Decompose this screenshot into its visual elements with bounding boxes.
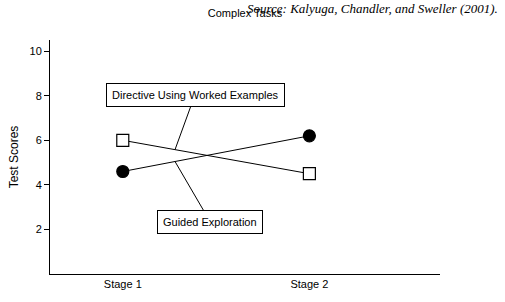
svg-text:Stage 1: Stage 1	[104, 278, 142, 290]
svg-text:10: 10	[30, 45, 42, 57]
svg-text:Complex Tasks: Complex Tasks	[208, 7, 283, 19]
svg-text:Source: Kalyuga, Chandler, and: Source: Kalyuga, Chandler, and Sweller (…	[247, 1, 498, 16]
svg-text:Test Scores: Test Scores	[7, 126, 21, 189]
svg-text:Directive Using Worked Example: Directive Using Worked Examples	[112, 89, 279, 101]
svg-text:Stage 2: Stage 2	[290, 278, 328, 290]
svg-text:8: 8	[36, 90, 42, 102]
svg-text:4: 4	[36, 179, 42, 191]
svg-text:6: 6	[36, 134, 42, 146]
svg-text:Guided Exploration: Guided Exploration	[163, 216, 257, 228]
svg-text:2: 2	[36, 223, 42, 235]
